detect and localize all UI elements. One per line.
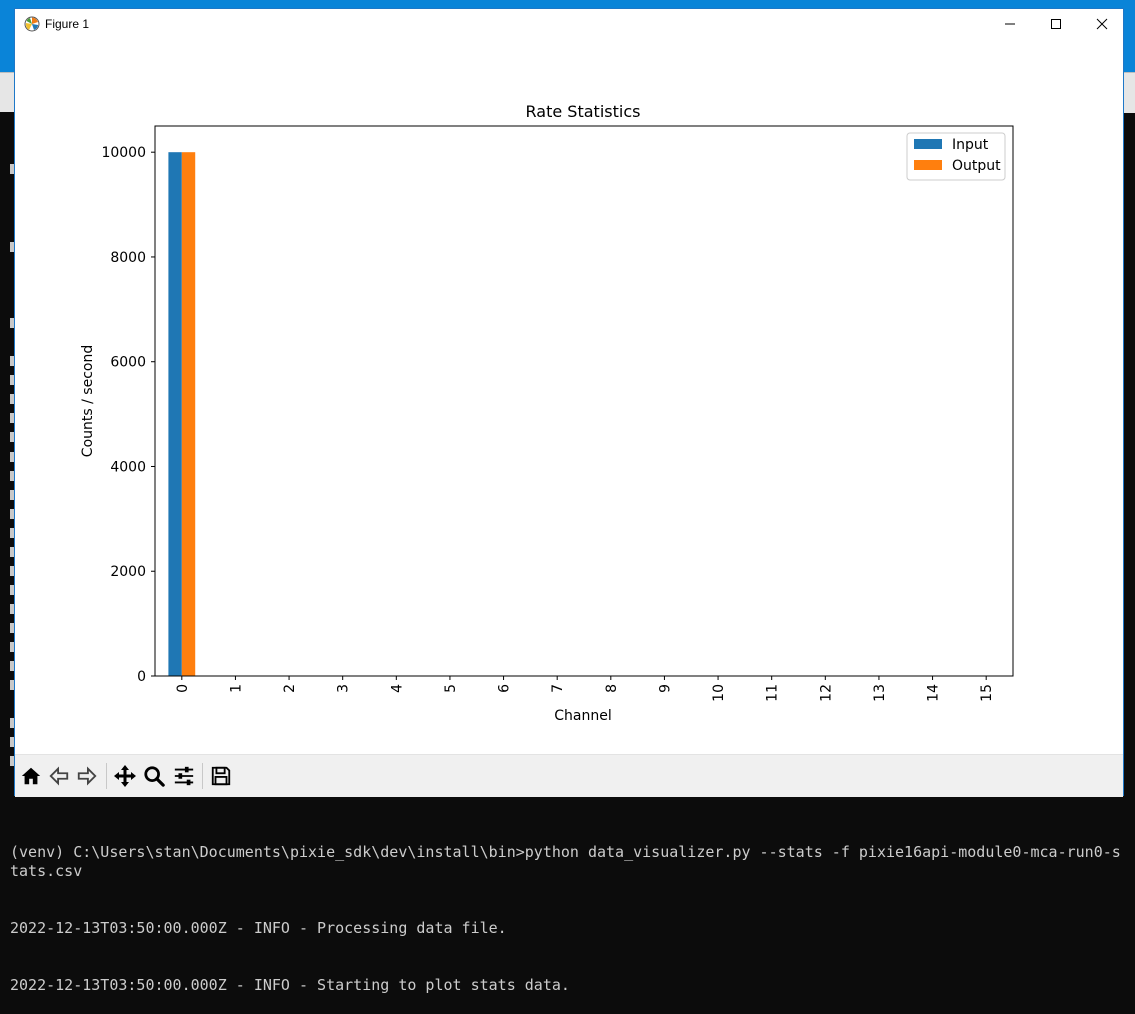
x-tick-label: 8 — [604, 684, 620, 693]
axes-frame — [154, 125, 1014, 677]
console-line: 2022-12-13T03:50:00.000Z - INFO - Proces… — [10, 919, 507, 937]
zoom-icon — [144, 766, 165, 787]
navigation-toolbar — [15, 754, 1123, 797]
minimize-button[interactable] — [987, 9, 1033, 39]
x-tick-label: 14 — [926, 684, 942, 702]
console-line: 2022-12-13T03:50:00.000Z - INFO - Starti… — [10, 976, 570, 994]
plot-canvas[interactable]: Rate Statistics 0 2000 4000 6000 8000 10000 0… — [15, 39, 1123, 755]
matplotlib-icon — [24, 16, 40, 32]
window-title: Figure 1 — [45, 17, 90, 31]
back-button[interactable] — [47, 764, 71, 788]
legend-label-input: Input — [952, 137, 989, 153]
configure-subplots-icon — [174, 766, 194, 786]
legend-swatch-input — [914, 139, 942, 149]
y-axis-label: Counts / second — [80, 345, 96, 457]
x-tick-label: 1 — [228, 684, 244, 693]
console-line: (venv) C:\Users\stan\Documents\pixie_sdk… — [10, 843, 1121, 880]
save-icon — [211, 766, 231, 786]
legend-swatch-output — [914, 160, 942, 170]
configure-subplots-button[interactable] — [172, 764, 196, 788]
x-tick-label: 5 — [443, 684, 459, 693]
figure-window: Figure 1 Rate Statistics 0 2000 4000 6000 80… — [14, 8, 1124, 797]
back-icon — [49, 766, 69, 786]
pan-button[interactable] — [113, 764, 137, 788]
x-axis-label: Channel — [554, 708, 611, 724]
bar-chart: Rate Statistics 0 2000 4000 6000 8000 10000 0… — [80, 102, 1014, 724]
title-bar[interactable]: Figure 1 — [15, 9, 1123, 39]
bars-group — [168, 152, 196, 676]
y-tick-label: 8000 — [110, 250, 146, 266]
x-tick-label: 7 — [550, 684, 566, 693]
y-tick-label: 2000 — [110, 564, 146, 580]
maximize-button[interactable] — [1033, 9, 1079, 39]
y-tick-label: 4000 — [110, 459, 146, 475]
x-tick-label: 3 — [336, 684, 352, 693]
x-axis: 0 1 2 3 4 5 6 7 8 9 10 11 12 13 14 15 — [175, 676, 995, 702]
save-button[interactable] — [209, 764, 233, 788]
y-axis: 0 2000 4000 6000 8000 10000 — [101, 145, 155, 685]
toolbar-separator — [106, 763, 107, 789]
forward-icon — [77, 766, 97, 786]
close-button[interactable] — [1079, 9, 1125, 39]
maximize-icon — [1051, 19, 1061, 29]
home-icon — [21, 767, 41, 785]
x-tick-label: 10 — [711, 684, 727, 702]
forward-button[interactable] — [75, 764, 99, 788]
y-tick-label: 6000 — [110, 355, 146, 371]
close-icon — [1096, 18, 1108, 30]
chart-title: Rate Statistics — [526, 102, 641, 121]
x-tick-label: 11 — [765, 684, 781, 702]
console-left-edge — [0, 112, 16, 812]
minimize-icon — [1005, 23, 1015, 25]
pan-icon — [114, 765, 136, 787]
x-tick-label: 0 — [175, 684, 191, 693]
x-tick-label: 12 — [818, 684, 834, 702]
toolbar-separator — [202, 763, 203, 789]
y-tick-label: 10000 — [101, 145, 146, 161]
legend: Input Output — [906, 132, 1006, 181]
x-tick-label: 2 — [282, 684, 298, 693]
zoom-button[interactable] — [142, 764, 166, 788]
x-tick-label: 4 — [389, 684, 405, 693]
x-tick-label: 6 — [497, 684, 513, 693]
x-tick-label: 13 — [872, 684, 888, 702]
x-tick-label: 9 — [657, 684, 673, 693]
x-tick-label: 15 — [979, 684, 995, 702]
home-button[interactable] — [19, 764, 43, 788]
console-output: (venv) C:\Users\stan\Documents\pixie_sdk… — [10, 805, 1125, 1014]
legend-label-output: Output — [952, 158, 1001, 174]
bar-input-channel-0 — [168, 152, 182, 676]
bar-output-channel-0 — [181, 152, 196, 676]
y-tick-label: 0 — [137, 669, 146, 685]
